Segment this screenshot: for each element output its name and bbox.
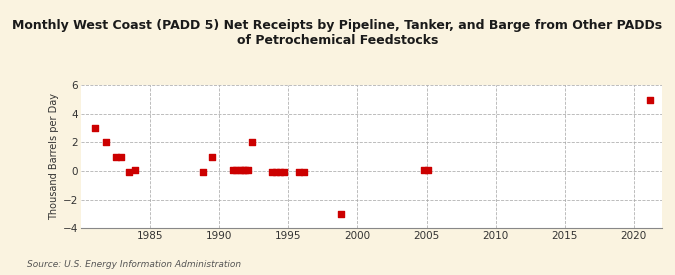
Point (130, 168, 140, 172)
Point (197, 170, 208, 174)
Point (645, 97, 656, 102)
Point (240, 168, 251, 172)
Point (298, 170, 309, 174)
Point (423, 168, 433, 172)
Y-axis label: Thousand Barrels per Day: Thousand Barrels per Day (49, 93, 59, 220)
Point (207, 155, 218, 159)
Point (101, 140, 111, 145)
Point (227, 168, 238, 172)
Text: Monthly West Coast (PADD 5) Net Receipts by Pipeline, Tanker, and Barge from Oth: Monthly West Coast (PADD 5) Net Receipts… (12, 19, 663, 47)
Point (89, 126, 100, 130)
Point (234, 168, 245, 172)
Point (267, 170, 277, 174)
Point (418, 168, 429, 172)
Point (243, 168, 254, 172)
Point (335, 212, 346, 216)
Point (238, 168, 248, 172)
Point (124, 170, 135, 174)
Text: Source: U.S. Energy Information Administration: Source: U.S. Energy Information Administ… (27, 260, 241, 269)
Point (294, 170, 305, 174)
Point (271, 170, 281, 174)
Point (275, 170, 286, 174)
Point (115, 155, 126, 159)
Point (110, 155, 121, 159)
Point (247, 140, 258, 145)
Point (230, 168, 241, 172)
Point (279, 170, 290, 174)
